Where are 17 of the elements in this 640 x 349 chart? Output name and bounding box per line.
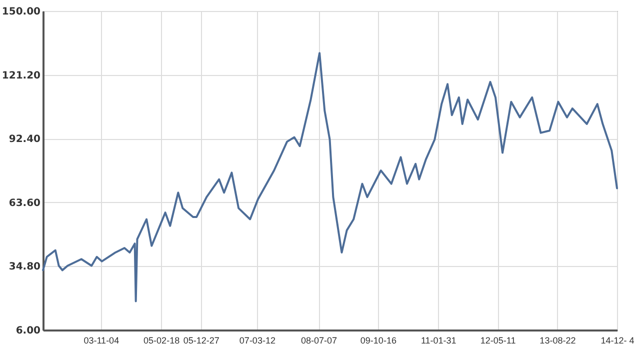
x-tick-label: 11-01-31 [420, 336, 456, 346]
y-tick-label: 6.00 [16, 326, 41, 336]
x-tick-label: 08-07-07 [301, 336, 338, 346]
x-tick-label: 09-10-16 [360, 336, 396, 346]
line-series [42, 52, 618, 302]
y-tick-label: 121.20 [2, 70, 41, 82]
y-tick-label: 63.60 [8, 198, 41, 209]
x-tick-label: 07-03-12 [239, 336, 276, 346]
x-tick-label: 12-05-11 [480, 336, 516, 346]
y-tick-label: 150.00 [2, 6, 41, 18]
x-tick-label: 13-08-22 [540, 336, 576, 346]
x-tick-label: 05-02-18 [144, 336, 180, 346]
x-tick-label: 03-11-04 [84, 336, 120, 346]
x-tick-label: 05-12-27 [183, 336, 220, 346]
y-tick-label: 34.80 [8, 262, 41, 273]
x-tick-label: 14-12- 4 [600, 336, 634, 346]
y-tick-label: 92.40 [8, 134, 41, 146]
